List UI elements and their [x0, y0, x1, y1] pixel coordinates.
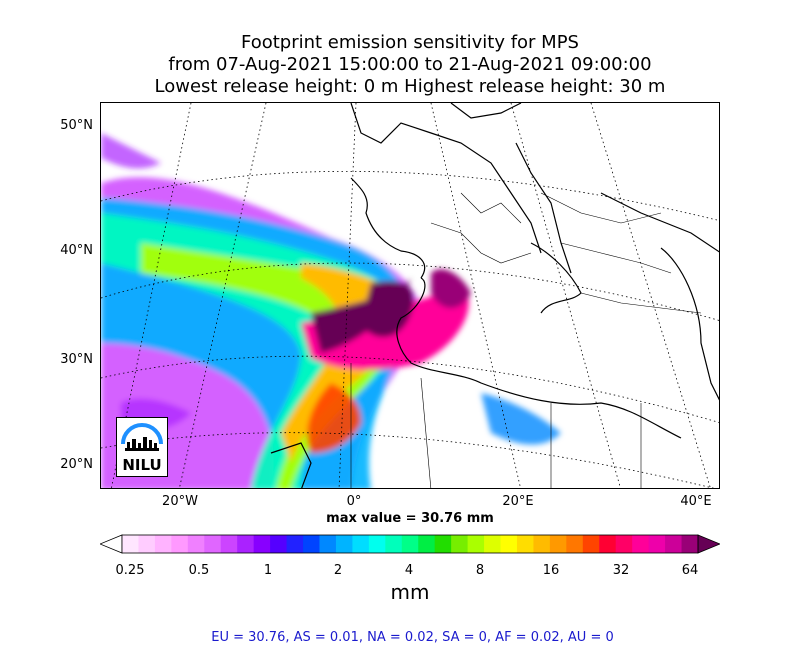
map-canvas	[101, 103, 719, 488]
colorbar-tick-0.5: 0.5	[188, 563, 210, 578]
colorbar-segment	[582, 535, 600, 553]
colorbar-segment	[418, 535, 436, 553]
colorbar-segment	[434, 535, 452, 553]
colorbar-segment	[335, 535, 353, 553]
colorbar-segment	[286, 535, 304, 553]
colorbar-segment	[566, 535, 584, 553]
colorbar-segment	[401, 535, 419, 553]
colorbar-segment	[516, 535, 534, 553]
colorbar-tick-16: 16	[542, 563, 560, 578]
colorbar-segment	[319, 535, 337, 553]
nilu-logo: NILU	[116, 417, 168, 477]
colorbar-segment	[533, 535, 551, 553]
colorbar-border	[121, 534, 699, 554]
map-title-line3: Lowest release height: 0 m Highest relea…	[154, 76, 666, 97]
lat-label-40n: 40°N	[60, 243, 93, 258]
colorbar-segment	[171, 535, 189, 553]
colorbar-segment	[187, 535, 205, 553]
footprint-plume	[101, 133, 561, 488]
colorbar-unit-label: mm	[390, 580, 430, 604]
colorbar-tick-32: 32	[612, 563, 630, 578]
colorbar-tick-0.25: 0.25	[115, 563, 145, 578]
lon-label-0: 0°	[346, 494, 362, 509]
coastlines	[270, 103, 719, 488]
colorbar-tick-64: 64	[681, 563, 699, 578]
lat-label-30n: 30°N	[60, 352, 93, 367]
colorbar-segment	[352, 535, 370, 553]
colorbar-segment	[303, 535, 320, 553]
colorbar-segment	[385, 535, 403, 553]
region-summary: EU = 30.76, AS = 0.01, NA = 0.02, SA = 0…	[211, 630, 614, 645]
colorbar-tick-8: 8	[475, 563, 485, 578]
lon-label-20e: 20°E	[502, 494, 534, 509]
map-title-line1: Footprint emission sensitivity for MPS	[241, 32, 579, 53]
lon-label-40e: 40°E	[680, 494, 712, 509]
colorbar-segment	[138, 535, 156, 553]
colorbar-segment	[665, 535, 683, 553]
colorbar-segment	[368, 535, 386, 553]
nilu-logo-mark	[121, 423, 163, 451]
colorbar-min-arrow	[100, 534, 123, 554]
colorbar-segment	[467, 535, 485, 553]
colorbar-segment	[270, 535, 288, 553]
colorbar-segment	[681, 535, 699, 553]
colorbar-segment	[237, 535, 255, 553]
colorbar-tick-2: 2	[333, 563, 343, 578]
colorbar-tick-1: 1	[263, 563, 273, 578]
lon-label-20w: 20°W	[162, 494, 198, 509]
lat-label-20n: 20°N	[60, 457, 93, 472]
max-value-label: max value = 30.76 mm	[326, 511, 494, 526]
colorbar-segment	[599, 535, 617, 553]
colorbar-segment	[500, 535, 518, 553]
colorbar-segment	[122, 535, 139, 553]
colorbar-tick-4: 4	[404, 563, 414, 578]
colorbar-segment	[220, 535, 238, 553]
colorbar-segment	[549, 535, 567, 553]
map-title-line2: from 07-Aug-2021 15:00:00 to 21-Aug-2021…	[168, 54, 652, 75]
colorbar-segment	[632, 535, 650, 553]
colorbar-segment	[253, 535, 271, 553]
colorbar-segment	[204, 535, 222, 553]
colorbar-segment	[484, 535, 502, 553]
colorbar-segment	[451, 535, 469, 553]
colorbar-segment	[648, 535, 666, 553]
colorbar	[100, 534, 720, 554]
nilu-logo-text: NILU	[122, 456, 162, 474]
lat-label-50n: 50°N	[60, 118, 93, 133]
colorbar-segment	[615, 535, 633, 553]
colorbar-segment	[154, 535, 172, 553]
colorbar-max-arrow	[697, 534, 720, 554]
footprint-map	[100, 102, 720, 489]
borders	[350, 192, 702, 488]
